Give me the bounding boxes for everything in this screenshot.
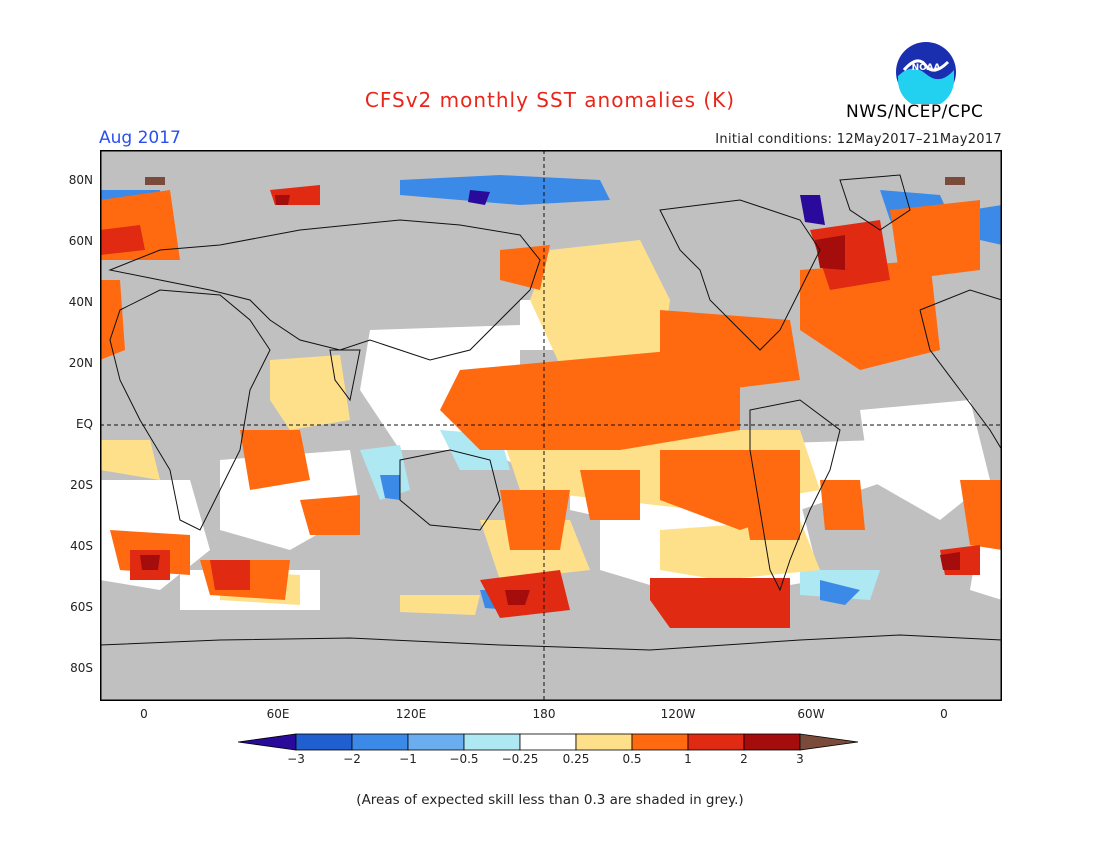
colorbar-swatch — [407, 733, 465, 751]
lat-label: 80N — [68, 173, 93, 187]
initial-conditions-label: Initial conditions: 12May2017–21May2017 — [715, 132, 1002, 147]
colorbar-label: 1 — [684, 752, 692, 766]
lon-label: 60W — [797, 707, 825, 721]
colorbar-label: −0.25 — [501, 752, 539, 766]
lon-label: 0 — [940, 707, 948, 721]
dark-red-regions — [140, 195, 960, 605]
lon-label: 0 — [140, 707, 148, 721]
lat-label: EQ — [75, 417, 93, 431]
colorbar-swatch — [743, 733, 801, 751]
lon-label: 120W — [660, 707, 696, 721]
noaa-logo: NOAA — [896, 42, 956, 104]
colorbar-label: 3 — [796, 752, 804, 766]
lat-label: 60N — [68, 234, 93, 248]
agency-label: NWS/NCEP/CPC — [846, 102, 984, 122]
colorbar-swatch — [519, 733, 577, 751]
colorbar-label: −3 — [287, 752, 305, 766]
lat-label: 40N — [68, 295, 93, 309]
lat-label: 60S — [70, 600, 93, 614]
lon-label: 120E — [395, 707, 427, 721]
colorbar-label: −1 — [399, 752, 417, 766]
lat-label: 20S — [70, 478, 93, 492]
dark-blue-regions — [468, 190, 825, 225]
colorbar-arrow-high — [799, 733, 859, 751]
colorbar-arrow-low — [238, 733, 297, 751]
colorbar — [238, 733, 859, 751]
brown-regions — [145, 177, 965, 185]
lon-label: 180 — [532, 707, 556, 721]
colorbar-label: 2 — [740, 752, 748, 766]
lat-label: 20N — [68, 356, 93, 370]
colorbar-swatch — [463, 733, 521, 751]
map-frame — [100, 150, 1002, 701]
chart-title: CFSv2 monthly SST anomalies (K) — [364, 88, 736, 112]
sst-anomaly-map — [100, 150, 1002, 701]
colorbar-swatch — [351, 733, 409, 751]
colorbar-label: −0.5 — [449, 752, 479, 766]
colorbar-label: 0.25 — [562, 752, 590, 766]
lat-label: 80S — [70, 661, 93, 675]
skill-footnote: (Areas of expected skill less than 0.3 a… — [356, 792, 744, 808]
lat-label: 40S — [70, 539, 93, 553]
coastlines — [100, 174, 1002, 651]
lon-label: 60E — [266, 707, 290, 721]
colorbar-label: 0.5 — [622, 752, 642, 766]
colorbar-swatch — [575, 733, 633, 751]
colorbar-label: −2 — [343, 752, 361, 766]
svg-text:NOAA: NOAA — [912, 63, 941, 73]
colorbar-swatch — [687, 733, 745, 751]
colorbar-swatch — [631, 733, 689, 751]
colorbar-swatch — [295, 733, 353, 751]
valid-month-label: Aug 2017 — [99, 128, 181, 148]
